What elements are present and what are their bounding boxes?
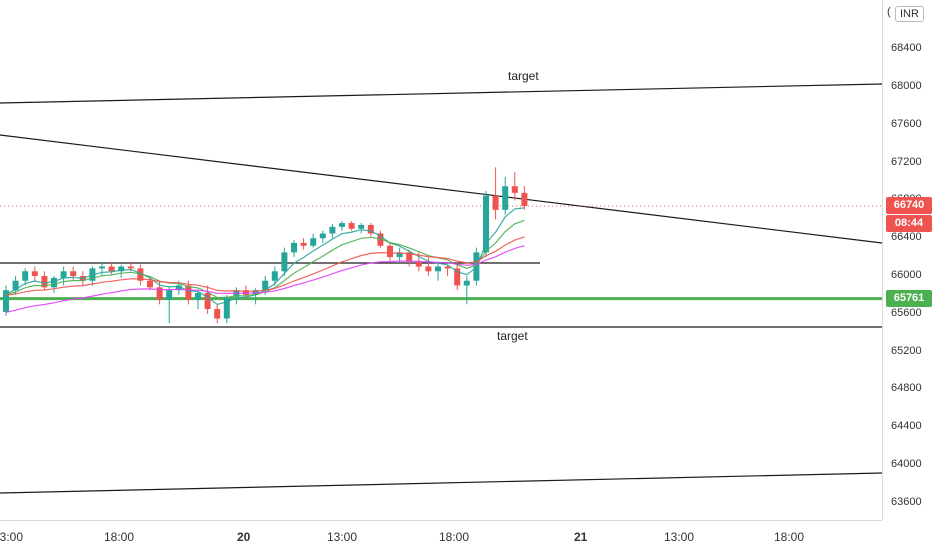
candle-body [502,186,509,210]
upper-target-label: target [508,69,539,83]
candle-body [415,261,422,267]
candle-body [444,266,451,269]
candle-body [118,266,125,272]
price-tick-label: 68400 [891,42,922,55]
current-price-label: 66740 [886,197,932,214]
time-tick-label: 18:00 [104,530,135,544]
candle-body [348,223,355,229]
price-tick-label: 66400 [891,231,922,244]
candle-body [339,223,345,227]
currency-badge[interactable]: INR [895,6,924,22]
candle-body [156,287,163,300]
candle-body [31,271,38,276]
candle-body [99,266,105,269]
candle-body [108,266,115,272]
candle-body [319,233,326,239]
price-tick-label: 66000 [891,269,922,281]
candlestick-chart[interactable] [0,0,882,520]
time-tick-label: 13:00 [664,530,695,544]
level-price-label: 65761 [886,290,932,307]
price-tick-label: 63600 [891,495,922,508]
candle-body [511,186,518,193]
candle-body [454,268,461,286]
candle-body [60,271,67,278]
candle-body [271,271,278,281]
candle-body [175,285,182,291]
candle-body [387,245,393,258]
candle-body [483,195,489,253]
price-tick-label: 64400 [891,420,922,433]
time-tick-label: 21 [574,530,588,544]
price-tick-label: 64000 [891,458,922,470]
candle-body [521,192,528,207]
price-tick-label: 65600 [891,306,922,319]
time-tick-label: 13:00 [0,530,24,544]
candle-body [3,290,9,312]
time-tick-label: 18:00 [439,530,470,544]
candle-body [358,224,365,229]
candle-body [329,226,336,234]
candle-body [425,266,432,272]
candle-body [281,252,288,272]
candle-body [310,238,317,246]
chart-pane[interactable]: target target [0,0,882,520]
candle-body [22,271,29,281]
candle-body [243,290,249,295]
candle-body [127,266,134,269]
candle-body [262,280,269,291]
candle-body [435,266,441,272]
candle-body [406,252,413,262]
candle-body [195,293,201,300]
candle-body [70,271,77,276]
candle-body [12,280,19,291]
ma-slowest-line [5,245,525,313]
candle-body [147,280,153,288]
price-tick-label: 68000 [891,80,922,92]
candle-countdown-label: 08:44 [886,215,932,232]
price-tick-label: 67600 [891,117,922,130]
candle-body [41,276,48,288]
candle-body [185,285,192,300]
candle-body [463,280,470,286]
time-axis[interactable]: 13:00 18:00 20 13:00 18:00 21 13:00 18:00 [0,520,882,551]
lower-channel-line [0,472,882,494]
price-tick-label: 65200 [891,344,922,357]
candle-body [300,242,307,246]
lower-target-label: target [497,329,528,343]
upper-target-trendline [0,83,882,104]
candle-body [51,277,57,288]
candle-body [166,290,173,300]
price-tick-label: 64800 [891,382,922,395]
ma-slow-line [5,236,525,296]
time-tick-label: 20 [237,530,251,544]
candle-body [396,252,403,258]
time-tick-label: 18:00 [774,530,805,544]
time-tick-label: 13:00 [327,530,358,544]
candle-body [291,242,297,253]
price-tick-label: 67200 [891,155,922,168]
candle-body [214,309,221,319]
descending-trendline [0,134,882,244]
price-axis[interactable]: ( INR 6840068000676006720066800664006600… [882,0,932,520]
candle-body [223,296,230,319]
candle-body [204,293,211,310]
candle-body [367,224,374,234]
currency-edge-glyph: ( [887,6,891,18]
candle-body [492,195,499,210]
